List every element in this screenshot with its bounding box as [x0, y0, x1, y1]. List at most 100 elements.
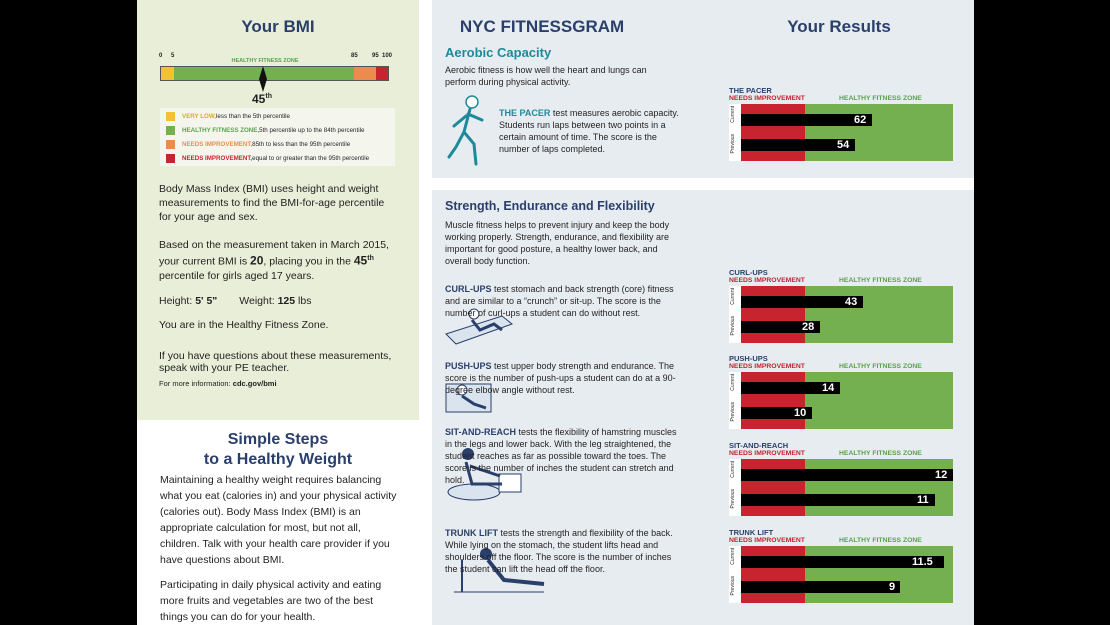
chart-axis: [729, 104, 741, 161]
bar-value-label: 11.5: [912, 556, 933, 568]
result-bar: [741, 114, 872, 126]
bmi-zone-label: HEALTHY FITNESS ZONE: [231, 58, 299, 64]
category-label: Previous: [730, 576, 736, 596]
curl-ups-description: CURL-UPS test stomach and back strength …: [445, 284, 674, 318]
bmi-tick-95: 95: [372, 53, 379, 59]
result-bar: [741, 407, 812, 419]
bmi-result-text: Based on the measurement taken in March …: [159, 239, 389, 282]
chart-title: SIT-AND-REACH: [729, 441, 789, 450]
category-label: Previous: [730, 134, 736, 154]
bmi-tick-5: 5: [171, 53, 175, 59]
chart-axis: [729, 459, 741, 516]
result-bar: [741, 469, 953, 481]
cdc-link[interactable]: cdc.gov/bmi: [232, 379, 277, 388]
bar-value-label: 43: [845, 296, 858, 308]
zone-label-healthy: HEALTHY FITNESS ZONE: [839, 450, 922, 457]
bar-value-label: 10: [794, 407, 807, 419]
chart-plot-area: Current 62 Previous 54: [729, 104, 953, 161]
category-label: Previous: [730, 489, 736, 509]
runner-icon: [447, 95, 484, 166]
report-page: Your BMI 0 5 85 95 100 HEALTHY FITNESS Z…: [137, 0, 974, 625]
fitnessgram-title: NYC FITNESSGRAM: [459, 17, 625, 36]
category-label: Current: [730, 461, 736, 478]
legend-swatch: [166, 153, 175, 163]
category-label: Current: [730, 374, 736, 391]
category-label: Current: [730, 548, 736, 565]
bar-value-label: 28: [802, 321, 815, 333]
bmi-tick-0: 0: [159, 53, 163, 59]
bmi-scale-very-low: [160, 66, 174, 81]
bmi-scale-needs-improvement-high: [376, 66, 389, 81]
legend-item: NEEDS IMPROVEMENT, equal to or greater t…: [166, 152, 369, 164]
zone-label-healthy: HEALTHY FITNESS ZONE: [839, 537, 922, 544]
result-bar: [741, 581, 900, 593]
category-label: Previous: [730, 402, 736, 422]
zone-label-needs-improvement: NEEDS IMPROVEMENT: [729, 95, 805, 102]
push-ups-description: PUSH-UPS test upper body strength and en…: [445, 361, 676, 395]
needs-improvement-zone: [729, 286, 805, 343]
trunk-lift-icon: [454, 548, 545, 593]
bmi-scale-needs-improvement: [354, 66, 376, 81]
chart-plot-area: Current 11.5 Previous 9: [729, 546, 953, 603]
bmi-title: Your BMI: [241, 17, 315, 36]
bar-value-label: 14: [822, 382, 835, 394]
needs-improvement-zone: [729, 546, 805, 603]
steps-paragraph-1: Maintaining a healthy weight requires ba…: [160, 474, 397, 566]
result-bar: [741, 296, 863, 308]
sit-and-reach-icon: [447, 448, 522, 501]
category-label: Current: [730, 106, 736, 123]
legend-swatch: [166, 111, 175, 121]
legend-item: VERY LOW, less than the 5th percentile: [166, 110, 290, 122]
legend-item: HEALTHY FITNESS ZONE, 5th percentile up …: [166, 124, 364, 136]
legend-swatch: [166, 139, 175, 149]
bar-value-label: 54: [837, 139, 850, 151]
bmi-description: Body Mass Index (BMI) uses height and we…: [159, 183, 385, 223]
chart-title: CURL-UPS: [729, 268, 768, 277]
result-bar: [741, 494, 935, 506]
category-label: Current: [730, 288, 736, 305]
bmi-scale-frame: [160, 66, 389, 81]
bmi-more-info: For more information: cdc.gov/bmi: [159, 379, 277, 388]
result-bar: [741, 139, 855, 151]
bar-value-label: 12: [935, 469, 948, 481]
bmi-legend: VERY LOW, less than the 5th percentile H…: [160, 108, 395, 166]
bar-value-label: 62: [854, 114, 867, 126]
chart-title: TRUNK LIFT: [729, 528, 774, 537]
chart-plot-area: Current 43 Previous 28: [729, 286, 953, 343]
needs-improvement-zone: [729, 372, 805, 429]
chart-axis: [729, 286, 741, 343]
bmi-tick-100: 100: [382, 53, 393, 59]
result-bar: [741, 321, 820, 333]
chart-title: THE PACER: [729, 86, 772, 95]
chart-title: PUSH-UPS: [729, 354, 768, 363]
zone-label-needs-improvement: NEEDS IMPROVEMENT: [729, 277, 805, 284]
bmi-tick-85: 85: [351, 53, 358, 59]
results-title: Your Results: [787, 17, 891, 36]
result-bar: [741, 556, 944, 568]
strength-intro: Muscle fitness helps to prevent injury a…: [445, 220, 670, 266]
needs-improvement-zone: [729, 459, 805, 516]
strength-title: Strength, Endurance and Flexibility: [445, 199, 655, 213]
trunk-lift-description: TRUNK LIFT tests the strength and flexib…: [445, 528, 673, 574]
chart-axis: [729, 372, 741, 429]
simple-steps-panel: Simple Steps to a Healthy Weight Maintai…: [137, 420, 419, 625]
push-up-icon: [445, 383, 492, 413]
needs-improvement-zone: [729, 104, 805, 161]
pacer-description: THE PACER test measures aerobic capacity…: [499, 108, 679, 154]
steps-paragraph-2: Participating in daily physical activity…: [160, 579, 382, 623]
bar-value-label: 9: [889, 581, 896, 593]
chart-plot-area: Current 14 Previous 10: [729, 372, 953, 429]
bar-value-label: 11: [917, 494, 929, 506]
zone-label-needs-improvement: NEEDS IMPROVEMENT: [729, 363, 805, 370]
legend-swatch: [166, 125, 175, 135]
bmi-marker-label: 45th: [252, 92, 272, 106]
sit-and-reach-description: SIT-AND-REACH tests the flexibility of h…: [445, 427, 677, 485]
aerobic-intro: Aerobic fitness is how well the heart an…: [445, 65, 647, 87]
zone-label-needs-improvement: NEEDS IMPROVEMENT: [729, 537, 805, 544]
zone-label-healthy: HEALTHY FITNESS ZONE: [839, 363, 922, 370]
bmi-questions: If you have questions about these measur…: [159, 350, 392, 374]
zone-label-needs-improvement: NEEDS IMPROVEMENT: [729, 450, 805, 457]
bmi-measurements: Height: 5' 5" Weight: 125 lbs: [159, 295, 312, 307]
legend-item: NEEDS IMPROVEMENT, 85th to less than the…: [166, 138, 350, 150]
chart-axis: [729, 546, 741, 603]
